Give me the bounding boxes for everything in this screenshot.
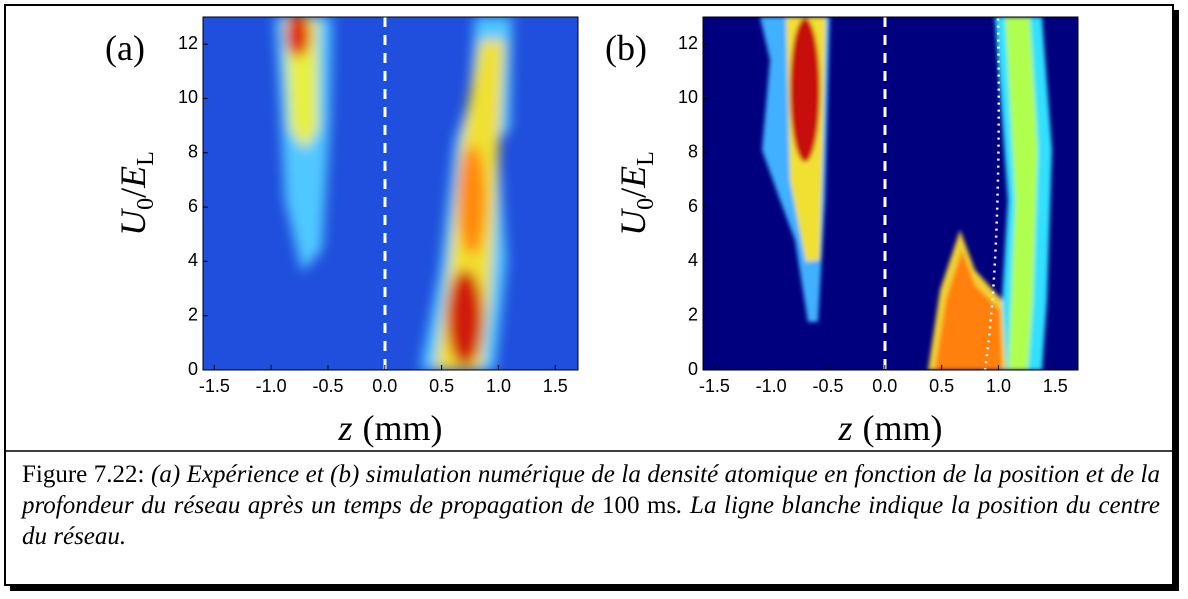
x-tick-label: -1.5 <box>199 376 230 396</box>
y-label-part: 0 <box>633 198 659 210</box>
y-tick-label: 6 <box>188 196 198 216</box>
x-tick-label: 1.5 <box>1043 376 1068 396</box>
y-tick-label: 8 <box>688 142 698 162</box>
y-axis-label: U0/EL <box>113 151 159 236</box>
y-tick-label: 8 <box>188 142 198 162</box>
x-tick-label: -1.0 <box>256 376 287 396</box>
x-tick-label: 0.0 <box>372 376 397 396</box>
x-tick-label: -1.5 <box>699 376 730 396</box>
caption-text: (a) Expérience et (b) simulation numériq… <box>22 461 1161 519</box>
y-label-part: U <box>613 208 653 236</box>
panel-label: (b) <box>605 28 647 68</box>
y-tick-label: 10 <box>678 87 698 107</box>
y-label-part: 0 <box>133 198 159 210</box>
x-label-var: z <box>838 408 853 448</box>
y-label-part: E <box>113 166 153 189</box>
axes: -1.5 -1.0 -0.5 0.0 0.5 1.0 1.5 0 2 4 6 8 10 12 (a) z (mm… <box>105 16 579 448</box>
y-tick-label: 6 <box>688 196 698 216</box>
x-tick-label: 1.5 <box>543 376 568 396</box>
plot-frame <box>702 16 1079 371</box>
panel-label: (a) <box>105 28 145 68</box>
y-tick-label: 0 <box>188 359 198 379</box>
y-tick-label: 2 <box>188 304 198 324</box>
y-label-part: L <box>633 151 659 166</box>
x-tick-label: -0.5 <box>312 376 343 396</box>
frame-shadow <box>10 585 1179 591</box>
x-axis-label: z (mm) <box>838 408 943 448</box>
x-tick-label: -1.0 <box>756 376 787 396</box>
x-tick-label: 1.0 <box>486 376 511 396</box>
x-tick-label: 0.0 <box>872 376 897 396</box>
x-tick-label: 0.5 <box>429 376 454 396</box>
heatmap-b <box>703 17 1078 370</box>
x-label-unit: (mm) <box>863 408 943 448</box>
caption-label: Figure 7.22: <box>22 461 145 488</box>
y-tick-label: 2 <box>688 304 698 324</box>
x-tick-label: -0.5 <box>812 376 843 396</box>
y-label-part: U <box>113 208 153 236</box>
caption: Figure 7.22: (a) Expérience et (b) simul… <box>22 459 1160 552</box>
y-tick-label: 10 <box>178 87 198 107</box>
y-tick-label: 4 <box>188 250 198 270</box>
y-tick-label: 0 <box>688 359 698 379</box>
y-tick-label: 4 <box>688 250 698 270</box>
axes: -1.5 -1.0 -0.5 0.0 0.5 1.0 1.5 0 2 4 6 8 10 12 (b) z (mm… <box>605 16 1079 448</box>
heatmap-a <box>203 17 578 370</box>
y-label-part: / <box>113 188 153 198</box>
y-axis-label: U0/EL <box>613 151 659 236</box>
y-label-part: L <box>133 151 159 166</box>
caption-text: . La ligne blanche indique la position d… <box>22 492 1160 550</box>
x-axis-label: z (mm) <box>338 408 443 448</box>
plot-frame <box>202 16 579 371</box>
x-tick-label: 0.5 <box>929 376 954 396</box>
frame-shadow <box>1173 10 1179 591</box>
y-label-part: / <box>613 188 653 198</box>
y-tick-label: 12 <box>678 33 698 53</box>
x-label-var: z <box>338 408 353 448</box>
x-label-unit: (mm) <box>363 408 443 448</box>
y-tick-label: 12 <box>178 33 198 53</box>
y-label-part: E <box>613 166 653 189</box>
caption-text: 100 ms <box>602 492 677 519</box>
x-tick-label: 1.0 <box>986 376 1011 396</box>
